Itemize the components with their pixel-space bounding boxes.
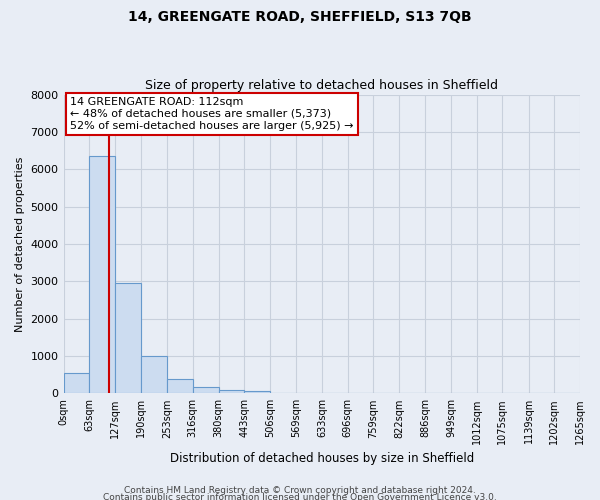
Text: Contains HM Land Registry data © Crown copyright and database right 2024.: Contains HM Land Registry data © Crown c… (124, 486, 476, 495)
Bar (64, 373, 89, 394)
Title: Size of property relative to detached houses in Sheffield: Size of property relative to detached ho… (145, 79, 498, 92)
Bar (244, 392, 270, 394)
Y-axis label: Number of detached properties: Number of detached properties (15, 156, 25, 332)
Bar (193, 387, 218, 394)
Bar (89, 156, 115, 394)
X-axis label: Distribution of detached houses by size in Sheffield: Distribution of detached houses by size … (170, 452, 474, 465)
Bar (141, 356, 167, 394)
Text: Contains public sector information licensed under the Open Government Licence v3: Contains public sector information licen… (103, 494, 497, 500)
Bar (115, 283, 141, 394)
Text: 14, GREENGATE ROAD, SHEFFIELD, S13 7QB: 14, GREENGATE ROAD, SHEFFIELD, S13 7QB (128, 10, 472, 24)
Text: 14 GREENGATE ROAD: 112sqm
← 48% of detached houses are smaller (5,373)
52% of se: 14 GREENGATE ROAD: 112sqm ← 48% of detac… (70, 98, 354, 130)
Bar (218, 390, 244, 394)
Bar (167, 379, 193, 394)
